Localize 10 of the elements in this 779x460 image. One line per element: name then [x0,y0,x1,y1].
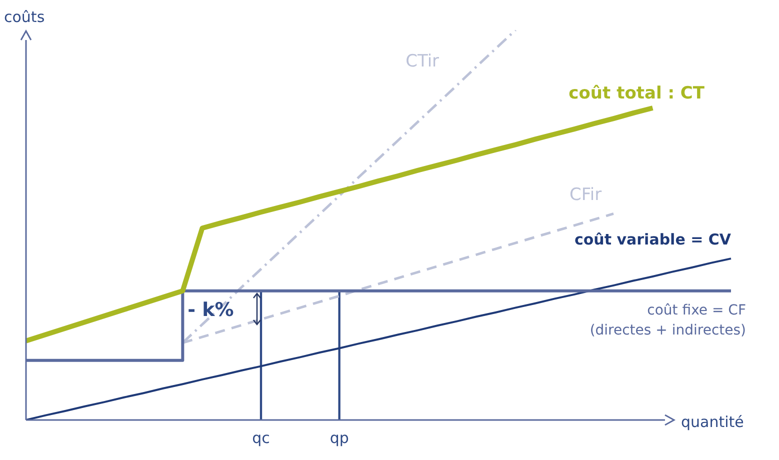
x-tick-label: qc [252,428,270,447]
series-label: CTir [406,51,440,72]
series-label: CFir [570,185,602,206]
annotation: - k% [188,298,234,321]
x-tick-label: qp [330,428,349,447]
y-axis-title: coûts [4,8,45,26]
x-axis-title: quantité [681,412,744,431]
series-label: coût total : CT [568,83,705,104]
series-label: coût variable = CV [574,230,732,248]
series-label: coût fixe = CF (directes + indirectes) [590,302,746,339]
